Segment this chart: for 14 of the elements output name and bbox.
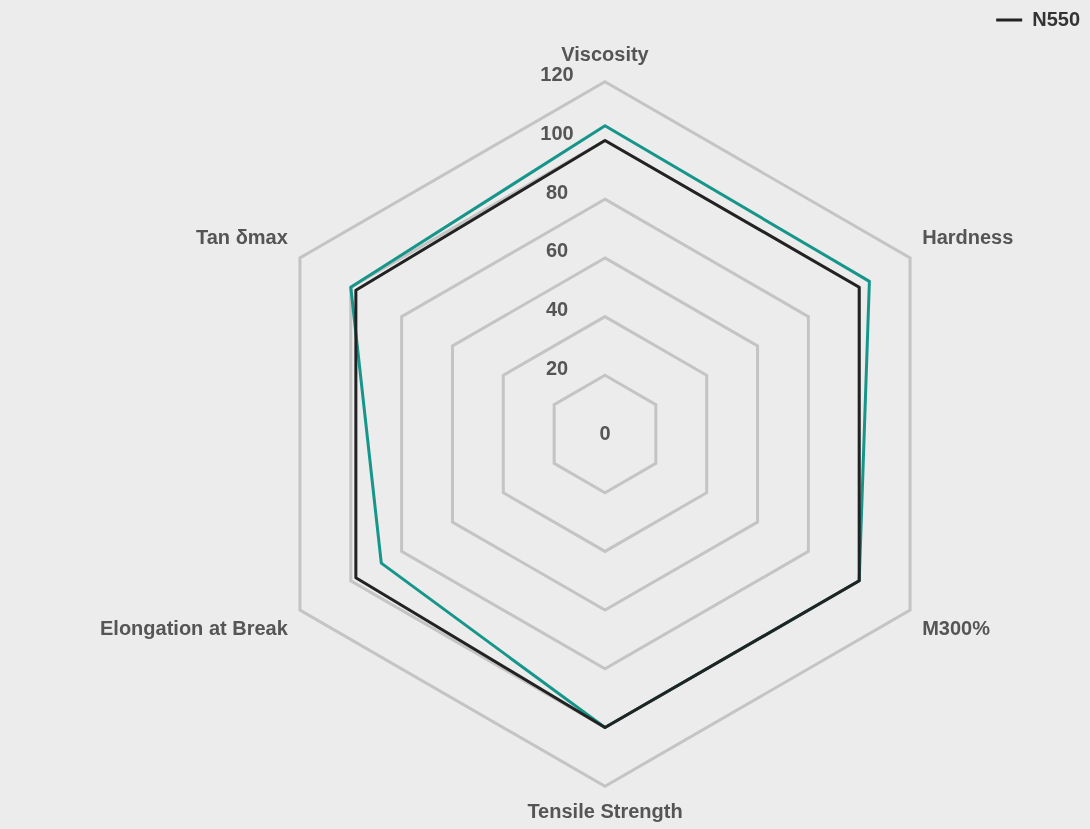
y-tick-label: 60 [545,239,569,262]
spoke-label: Viscosity [561,43,650,66]
y-tick-label: 120 [540,63,574,86]
y-tick-label: 80 [545,180,569,203]
y-tick-label: 20 [545,356,569,379]
spoke-label: Hardness [922,226,1014,249]
spoke-label: Elongation at Break [100,616,289,639]
y-tick-label: 100 [540,121,574,144]
spoke-label: M300% [922,616,991,639]
y-tick-label: 40 [545,298,569,321]
spoke-label: Tan δmax [196,226,288,249]
legend-label: N550 [1032,7,1080,30]
spoke-label: Tensile Strength [527,799,683,822]
y-tick-label: 0 [599,421,611,444]
